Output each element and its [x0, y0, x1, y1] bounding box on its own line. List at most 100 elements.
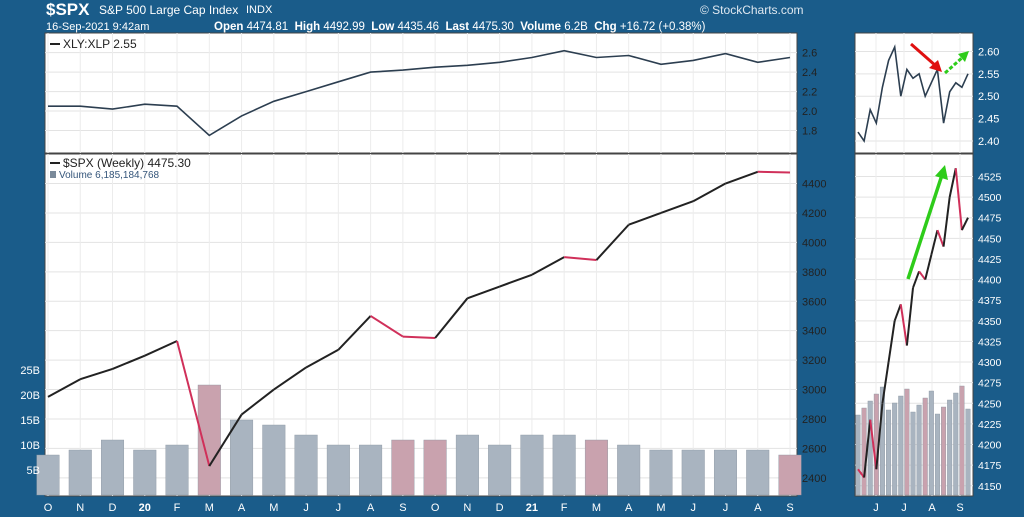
volume-label: Volume [520, 21, 561, 33]
symbol-label: $SPX [46, 0, 90, 19]
zoom-spx-segment [881, 361, 890, 404]
x-tick: A [625, 502, 633, 514]
zoom-spx-segment [948, 168, 957, 198]
zoom-spx-segment [857, 468, 865, 479]
zoom-x-tick: J [901, 502, 907, 514]
ratio-y-tick: 2.4 [802, 67, 817, 79]
volume-bar [133, 449, 157, 496]
zoom-volume-bar [904, 388, 910, 496]
zoom-spx-segment [912, 270, 921, 289]
zoom-volume-bar [867, 400, 873, 496]
zoom-spx-y-tick: 4300 [978, 357, 1002, 369]
zoom-spx-segment [887, 320, 896, 363]
zoom-spx-y-tick: 4375 [978, 295, 1002, 307]
zoom-spx-y-tick: 4325 [978, 336, 1002, 348]
zoom-spx-segment [863, 419, 872, 478]
volume-bar [101, 439, 125, 496]
zoom-ratio-y-tick: 2.50 [978, 91, 999, 103]
zoom-volume-bar [934, 413, 940, 496]
zoom-volume-bar [965, 408, 971, 496]
volume-bar [746, 449, 770, 496]
ratio-y-tick: 2.0 [802, 106, 817, 118]
green-arrow-small [943, 51, 969, 75]
zoom-spx-y-tick: 4200 [978, 440, 1002, 452]
spx-segment [79, 367, 113, 381]
x-tick: F [561, 502, 568, 514]
zoom-volume-bar [941, 406, 947, 496]
x-tick: N [463, 502, 471, 514]
zoom-volume-bar [861, 407, 867, 496]
spx-segment [595, 224, 630, 261]
x-tick: D [496, 502, 504, 514]
volume-bar [294, 434, 318, 496]
spx-segment [467, 285, 500, 300]
open-label: Open [214, 21, 244, 33]
volume-y-tick: 20B [20, 390, 40, 402]
zoom-spx-segment [960, 217, 969, 231]
volume-bar [391, 439, 415, 496]
spx-segment [531, 256, 565, 276]
spx-y-tick: 3200 [802, 355, 826, 367]
zoom-x-tick: J [873, 502, 879, 514]
spx-y-tick: 2800 [802, 414, 826, 426]
chg-value: +16.72 (+0.38%) [619, 21, 706, 33]
zoom-spx-y-tick: 4500 [978, 192, 1002, 204]
x-tick: M [205, 502, 214, 514]
volume-bar [36, 454, 60, 496]
spx-segment [725, 170, 759, 185]
volume-bars [36, 384, 802, 496]
spx-segment [370, 315, 404, 338]
zoom-ratio-line [857, 44, 969, 144]
spx-segment [628, 212, 662, 226]
volume-bar [455, 434, 479, 496]
volume-bar [649, 449, 673, 496]
x-tick: 21 [526, 502, 538, 514]
spx-y-tick: 3800 [802, 267, 826, 279]
ratio-series-line [48, 49, 791, 137]
spx-segment [692, 182, 726, 203]
zoom-volume-bar [879, 386, 885, 496]
spx-segment [240, 388, 275, 416]
x-tick: J [303, 502, 309, 514]
spx-segment [273, 366, 307, 391]
zoom-volume-bar [916, 404, 922, 496]
x-tick: A [238, 502, 246, 514]
volume-bar [681, 449, 705, 496]
spx-segment [305, 348, 339, 369]
volume-bar [165, 444, 189, 496]
spx-legend: $SPX (Weekly) 4475.30 [63, 156, 191, 170]
zoom-ratio-panel [854, 32, 974, 154]
volume-bar [617, 444, 641, 496]
ratio-legend: XLY:XLP 2.55 [63, 37, 137, 51]
volume-y-tick: 15B [20, 415, 40, 427]
zoom-x-tick: S [956, 502, 963, 514]
zoom-volume-bar [953, 392, 959, 496]
volume-bar [584, 439, 608, 496]
volume-bar [778, 454, 802, 496]
zoom-volume-bar [892, 402, 898, 496]
spx-y-tick: 4200 [802, 208, 826, 220]
ratio-panel [44, 32, 798, 154]
zoom-spx-y-tick: 4525 [978, 171, 1002, 183]
spx-segment [434, 297, 469, 339]
last-label: Last [445, 21, 470, 33]
volume-bar [230, 419, 254, 496]
volume-bar [520, 434, 544, 496]
spx-segment [660, 200, 694, 214]
spx-y-tick: 4400 [802, 179, 826, 191]
spx-segment [112, 354, 146, 370]
ratio-y-tick: 2.6 [802, 48, 817, 60]
low-value: 4435.46 [397, 21, 440, 33]
zoom-spx-y-tick: 4275 [978, 378, 1002, 390]
index-name: S&P 500 Large Cap Index [99, 3, 239, 17]
high-value: 4492.99 [323, 21, 365, 33]
zoom-ratio-y-tick: 2.45 [978, 114, 999, 126]
chg-label: Chg [594, 21, 617, 33]
zoom-volume-bar [947, 399, 953, 496]
price-lines [47, 44, 969, 479]
volume-value: 6.2B [564, 21, 588, 33]
zoom-spx-y-tick: 4450 [978, 233, 1002, 245]
volume-bar [68, 449, 92, 496]
x-tick: J [690, 502, 696, 514]
